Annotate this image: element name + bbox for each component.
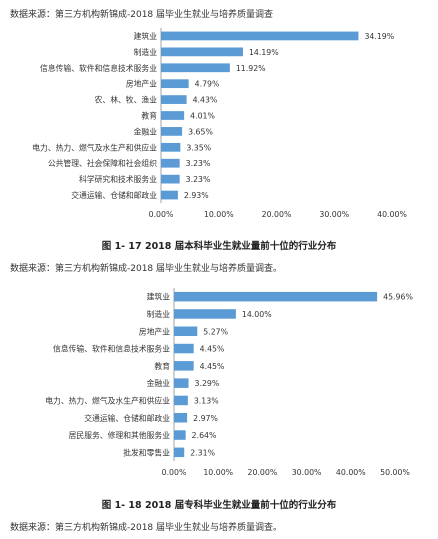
bar bbox=[161, 95, 187, 104]
source-note-bottom: 数据来源：第三方机构新锦成-2018 届毕业生就业与培养质量调查。 bbox=[10, 523, 283, 533]
x-tick-label: 10.00% bbox=[204, 210, 234, 219]
category-label: 房地产业 bbox=[139, 326, 170, 336]
category-label: 制造业 bbox=[134, 47, 158, 57]
chart-undergraduate-industry: 建筑业 34.19% 制造业 14.19% 信息传输、软件和信息技术服务业 11.92% 房… bbox=[32, 28, 407, 219]
data-label: 34.19% bbox=[364, 32, 394, 41]
data-label: 2.64% bbox=[192, 431, 217, 440]
chart-college-industry: 建筑业 45.96% 制造业 14.00% 房地产业 5.27% 信息传输、软件和信息技术服… bbox=[45, 288, 413, 477]
data-label: 14.19% bbox=[249, 48, 279, 57]
data-label: 3.29% bbox=[195, 379, 220, 388]
category-label: 交通运输、仓储和邮政业 bbox=[84, 413, 170, 423]
category-label: 建筑业 bbox=[134, 31, 158, 41]
bar bbox=[174, 395, 188, 406]
data-label: 4.45% bbox=[200, 362, 225, 371]
category-label: 公共管理、社会保障和社会组织 bbox=[48, 158, 157, 168]
category-label: 金融业 bbox=[147, 378, 171, 388]
bar bbox=[174, 291, 378, 302]
category-label: 金融业 bbox=[134, 126, 158, 136]
source-note-middle: 数据来源：第三方机构新锦成-2018 届毕业生就业与培养质量调查。 bbox=[10, 264, 283, 274]
bar bbox=[174, 343, 194, 354]
bar bbox=[161, 142, 181, 152]
x-tick-label: 20.00% bbox=[262, 210, 292, 219]
category-label: 农、林、牧、渔业 bbox=[95, 95, 158, 105]
bar bbox=[161, 111, 185, 120]
data-label: 14.00% bbox=[242, 310, 272, 319]
x-tick-label: 10.00% bbox=[203, 468, 233, 477]
source-note-top: 数据来源：第三方机构新锦成-2018 届毕业生就业与培养质量调查 bbox=[10, 10, 274, 20]
category-label: 批发和零售业 bbox=[123, 447, 170, 457]
data-label: 3.13% bbox=[194, 396, 219, 405]
bar bbox=[161, 47, 243, 57]
category-label: 科学研究和技术服务业 bbox=[79, 174, 157, 184]
x-tick-label: 40.00% bbox=[377, 210, 407, 219]
bar bbox=[161, 127, 183, 136]
data-label: 2.31% bbox=[190, 448, 215, 457]
bar bbox=[174, 361, 194, 371]
bar bbox=[161, 63, 230, 73]
data-label: 4.45% bbox=[200, 345, 225, 354]
category-label: 房地产业 bbox=[126, 79, 157, 89]
caption-figure-1-17: 图 1- 17 2018 届本科毕业生就业量前十位的行业分布 bbox=[101, 241, 337, 252]
category-label: 电力、热力、燃气及水生产和供应业 bbox=[32, 142, 157, 152]
data-label: 2.93% bbox=[184, 191, 209, 200]
bar bbox=[161, 79, 189, 89]
category-label: 电力、热力、燃气及水生产和供应业 bbox=[45, 395, 170, 405]
bar bbox=[174, 430, 186, 440]
data-label: 4.01% bbox=[190, 112, 215, 121]
data-label: 3.65% bbox=[188, 127, 213, 136]
category-label: 教育 bbox=[154, 361, 170, 371]
x-tick-label: 20.00% bbox=[248, 468, 278, 477]
bar bbox=[174, 326, 198, 337]
bar bbox=[161, 190, 178, 200]
category-label: 制造业 bbox=[147, 309, 171, 319]
data-label: 3.35% bbox=[186, 143, 211, 152]
bar bbox=[161, 31, 359, 41]
x-tick-label: 0.00% bbox=[149, 210, 174, 219]
data-label: 11.92% bbox=[236, 64, 266, 73]
bar bbox=[174, 378, 189, 388]
x-tick-label: 30.00% bbox=[319, 210, 349, 219]
category-label: 信息传输、软件和信息技术服务业 bbox=[53, 344, 170, 354]
category-label: 建筑业 bbox=[147, 292, 171, 302]
data-label: 3.23% bbox=[186, 159, 211, 168]
x-tick-label: 40.00% bbox=[336, 468, 366, 477]
bar bbox=[161, 158, 180, 168]
category-label: 信息传输、软件和信息技术服务业 bbox=[40, 63, 157, 73]
bar bbox=[161, 174, 180, 184]
x-tick-label: 50.00% bbox=[380, 468, 410, 477]
bar bbox=[174, 412, 188, 423]
category-label: 教育 bbox=[141, 111, 157, 121]
category-label: 居民服务、修理和其他服务业 bbox=[69, 430, 171, 440]
caption-figure-1-18: 图 1- 18 2018 届专科毕业生就业量前十位的行业分布 bbox=[101, 500, 337, 511]
x-tick-label: 0.00% bbox=[162, 468, 187, 477]
bar bbox=[174, 447, 185, 458]
data-label: 5.27% bbox=[203, 327, 228, 336]
data-label: 4.43% bbox=[193, 96, 218, 105]
data-label: 2.97% bbox=[193, 414, 218, 423]
category-label: 交通运输、仓储和邮政业 bbox=[71, 190, 157, 200]
data-label: 4.79% bbox=[195, 80, 220, 89]
data-label: 45.96% bbox=[383, 293, 413, 302]
bar bbox=[174, 309, 236, 319]
data-label: 3.23% bbox=[186, 175, 211, 184]
x-tick-label: 30.00% bbox=[292, 468, 322, 477]
